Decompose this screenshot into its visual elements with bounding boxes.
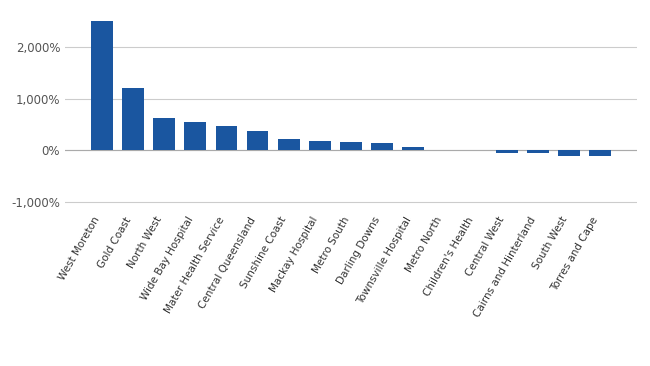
Bar bbox=[122, 89, 144, 150]
Bar bbox=[371, 143, 393, 150]
Bar bbox=[402, 147, 424, 150]
Bar bbox=[309, 141, 331, 150]
Bar bbox=[589, 150, 611, 156]
Bar bbox=[185, 122, 206, 150]
Bar bbox=[278, 139, 300, 150]
Bar bbox=[496, 150, 517, 153]
Bar bbox=[340, 142, 362, 150]
Bar bbox=[91, 21, 113, 150]
Bar bbox=[527, 150, 549, 153]
Bar bbox=[247, 131, 268, 150]
Bar bbox=[216, 126, 237, 150]
Bar bbox=[153, 118, 175, 150]
Bar bbox=[558, 150, 580, 156]
